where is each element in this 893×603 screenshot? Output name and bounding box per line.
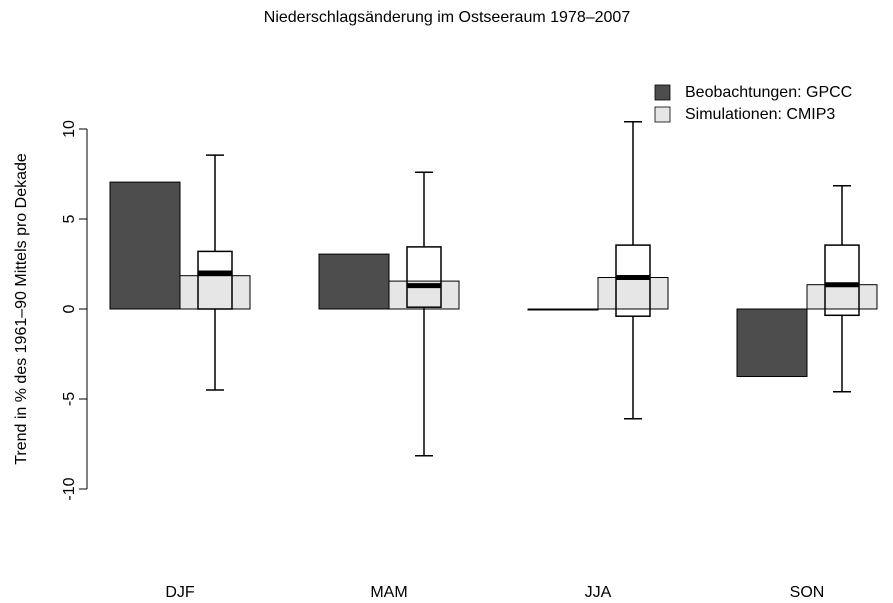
- x-tick-label: JJA: [585, 584, 612, 601]
- x-tick-label: SON: [790, 584, 825, 601]
- bar: [597, 277, 669, 310]
- bar: [736, 308, 808, 377]
- bar: [806, 284, 878, 310]
- bar: [318, 253, 390, 310]
- legend-swatch: [654, 106, 671, 123]
- y-tick-label: -5: [61, 392, 78, 406]
- x-tick-label: DJF: [165, 584, 195, 601]
- box: [824, 244, 860, 317]
- legend-label: Simulationen: CMIP3: [685, 106, 835, 123]
- bar: [527, 308, 599, 311]
- x-tick-label: MAM: [370, 584, 407, 601]
- y-tick-label: 10: [61, 120, 78, 138]
- y-tick-label: -10: [61, 477, 78, 500]
- bar: [109, 181, 181, 310]
- box: [197, 250, 233, 310]
- legend-label: Beobachtungen: GPCC: [685, 84, 852, 101]
- legend-swatch: [654, 84, 671, 101]
- y-axis-label: Trend in % des 1961–90 Mittels pro Dekad…: [13, 153, 30, 465]
- y-tick-label: 0: [61, 304, 78, 313]
- chart-title: Niederschlagsänderung im Ostseeraum 1978…: [264, 9, 631, 26]
- box: [615, 244, 651, 317]
- y-tick-label: 5: [61, 214, 78, 223]
- bar: [179, 275, 251, 310]
- box: [406, 246, 442, 308]
